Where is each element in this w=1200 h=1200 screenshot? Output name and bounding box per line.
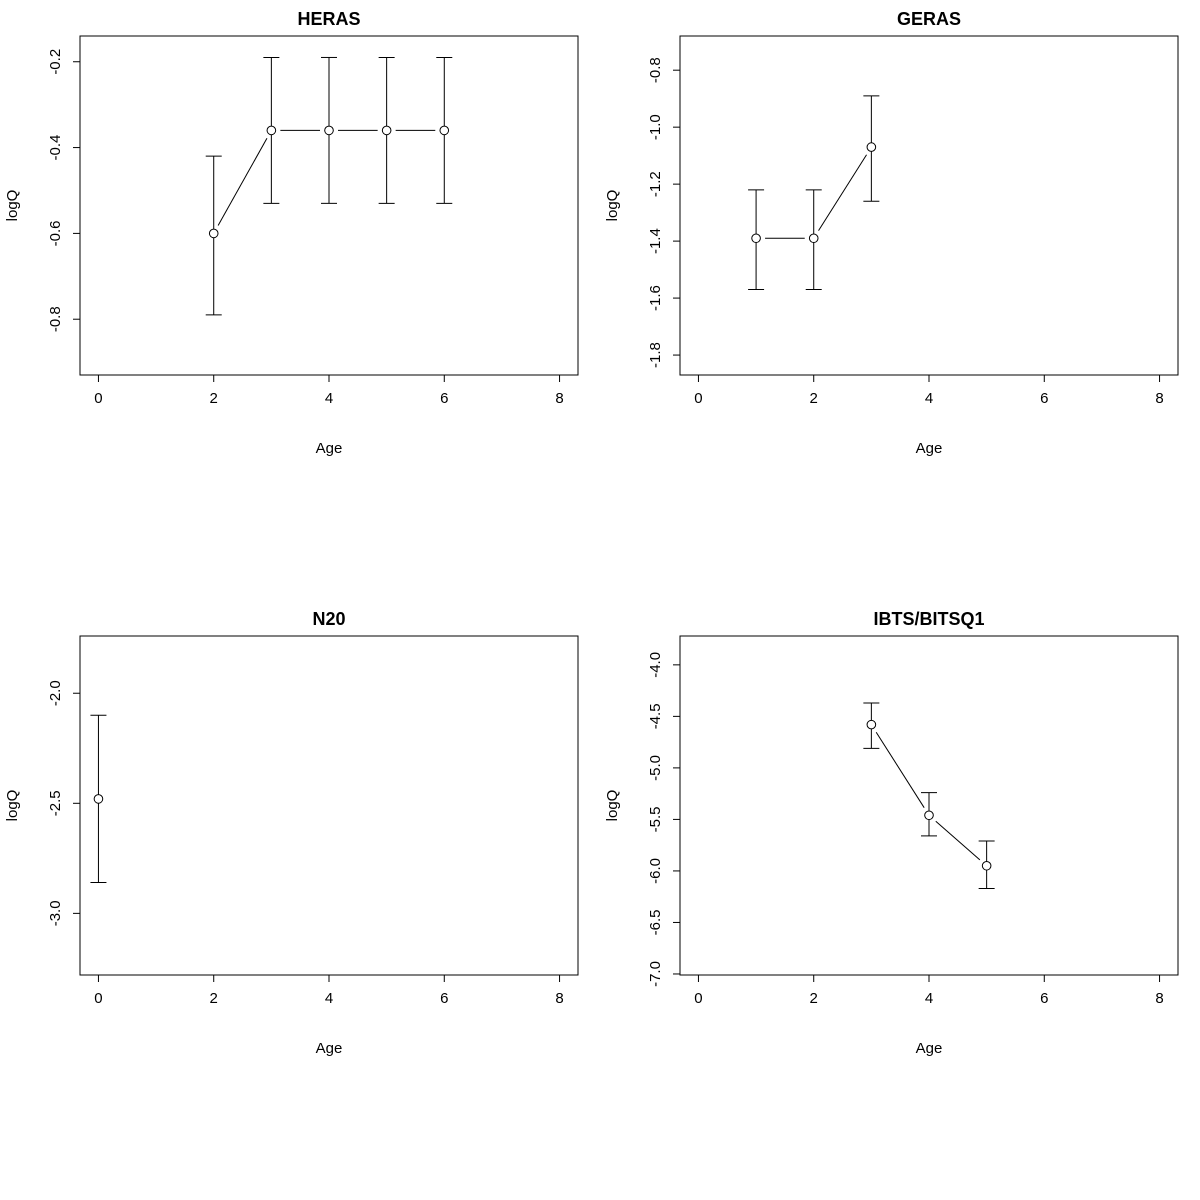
data-point: [439, 125, 450, 136]
x-axis-label: Age: [916, 440, 943, 457]
x-tick-label: 2: [810, 390, 818, 407]
y-tick-label: -1.2: [647, 171, 664, 197]
y-tick-label: -7.0: [647, 961, 664, 987]
y-axis-label: logQ: [604, 190, 621, 222]
panel-title: HERAS: [297, 9, 360, 29]
x-tick-label: 6: [440, 390, 448, 407]
data-point: [924, 810, 934, 821]
data-point: [981, 860, 992, 871]
data-point: [266, 125, 277, 136]
x-tick-label: 4: [325, 390, 333, 407]
y-axis-label: logQ: [4, 190, 21, 222]
series-segment: [818, 154, 867, 231]
y-tick-label: -0.8: [647, 57, 664, 83]
y-tick-label: -1.0: [647, 114, 664, 140]
x-tick-label: 8: [555, 990, 563, 1007]
chart-panel-n20: 0 2 4 6 8 -3.0 -2.5 -2.0 N20 Age logQ: [4, 609, 579, 1057]
panel-title: GERAS: [897, 9, 961, 29]
x-tick-label: 8: [1155, 390, 1163, 407]
x-axis-label: Age: [316, 1040, 343, 1057]
y-tick-label: -4.5: [647, 703, 664, 729]
x-tick-label: 4: [925, 990, 933, 1007]
x-tick-label: 0: [694, 390, 702, 407]
x-tick-label: 8: [555, 390, 563, 407]
x-tick-label: 0: [694, 990, 702, 1007]
data-point: [751, 233, 761, 244]
data-point: [866, 719, 877, 730]
x-tick-label: 6: [1040, 390, 1048, 407]
x-tick-label: 2: [210, 390, 218, 407]
x-tick-label: 2: [210, 990, 218, 1007]
y-axis-label: logQ: [604, 790, 621, 822]
x-tick-label: 6: [1040, 990, 1048, 1007]
y-tick-label: -1.6: [647, 285, 664, 311]
x-tick-label: 0: [94, 990, 102, 1007]
x-axis-label: Age: [316, 440, 343, 457]
chart-panel-ibts-bitsq1: 0 2 4 6 8 -7.0 -6.5 -6.0 -5.5 -5.0 -4.5 -4.0 IBTS/BI…: [604, 609, 1179, 1057]
y-tick-label: -1.4: [647, 228, 664, 254]
y-tick-label: -3.0: [47, 900, 64, 926]
y-tick-label: -6.0: [647, 858, 664, 884]
series-segment: [875, 731, 925, 808]
data-point: [324, 125, 334, 136]
x-tick-label: 4: [325, 990, 333, 1007]
data-point: [208, 228, 219, 239]
y-axis-label: logQ: [4, 790, 21, 822]
y-tick-label: -2.5: [47, 790, 64, 816]
x-tick-label: 4: [925, 390, 933, 407]
y-tick-label: -0.4: [47, 135, 64, 161]
data-point: [93, 794, 104, 804]
x-tick-label: 8: [1155, 990, 1163, 1007]
y-tick-label: -1.8: [647, 342, 664, 368]
x-axis-label: Age: [916, 1040, 943, 1057]
y-tick-label: -0.8: [47, 306, 64, 332]
y-tick-label: -0.6: [47, 220, 64, 246]
x-tick-label: 6: [440, 990, 448, 1007]
series-segment: [217, 138, 268, 226]
data-point: [808, 233, 819, 244]
x-tick-label: 0: [94, 390, 102, 407]
y-tick-label: -4.0: [647, 652, 664, 678]
chart-panel-heras: 0 2 4 6 8 -0.8 -0.6 -0.4 -0.2 HERAS Age logQ: [4, 9, 579, 457]
y-tick-label: -2.0: [47, 680, 64, 706]
panel-title: IBTS/BITSQ1: [873, 609, 984, 629]
y-tick-label: -5.0: [647, 755, 664, 781]
plot-box: [79, 635, 579, 976]
y-tick-label: -0.2: [47, 49, 64, 75]
y-tick-label: -5.5: [647, 806, 664, 832]
panel-title: N20: [312, 609, 345, 629]
chart-panel-geras: 0 2 4 6 8 -1.8 -1.6 -1.4 -1.2 -1.0 -0.8 GERAS Age log…: [604, 9, 1179, 457]
y-tick-label: -6.5: [647, 910, 664, 936]
series-segment: [935, 820, 981, 861]
data-point: [381, 125, 392, 136]
x-tick-label: 2: [810, 990, 818, 1007]
data-point: [866, 142, 877, 152]
plot-box: [679, 35, 1179, 376]
